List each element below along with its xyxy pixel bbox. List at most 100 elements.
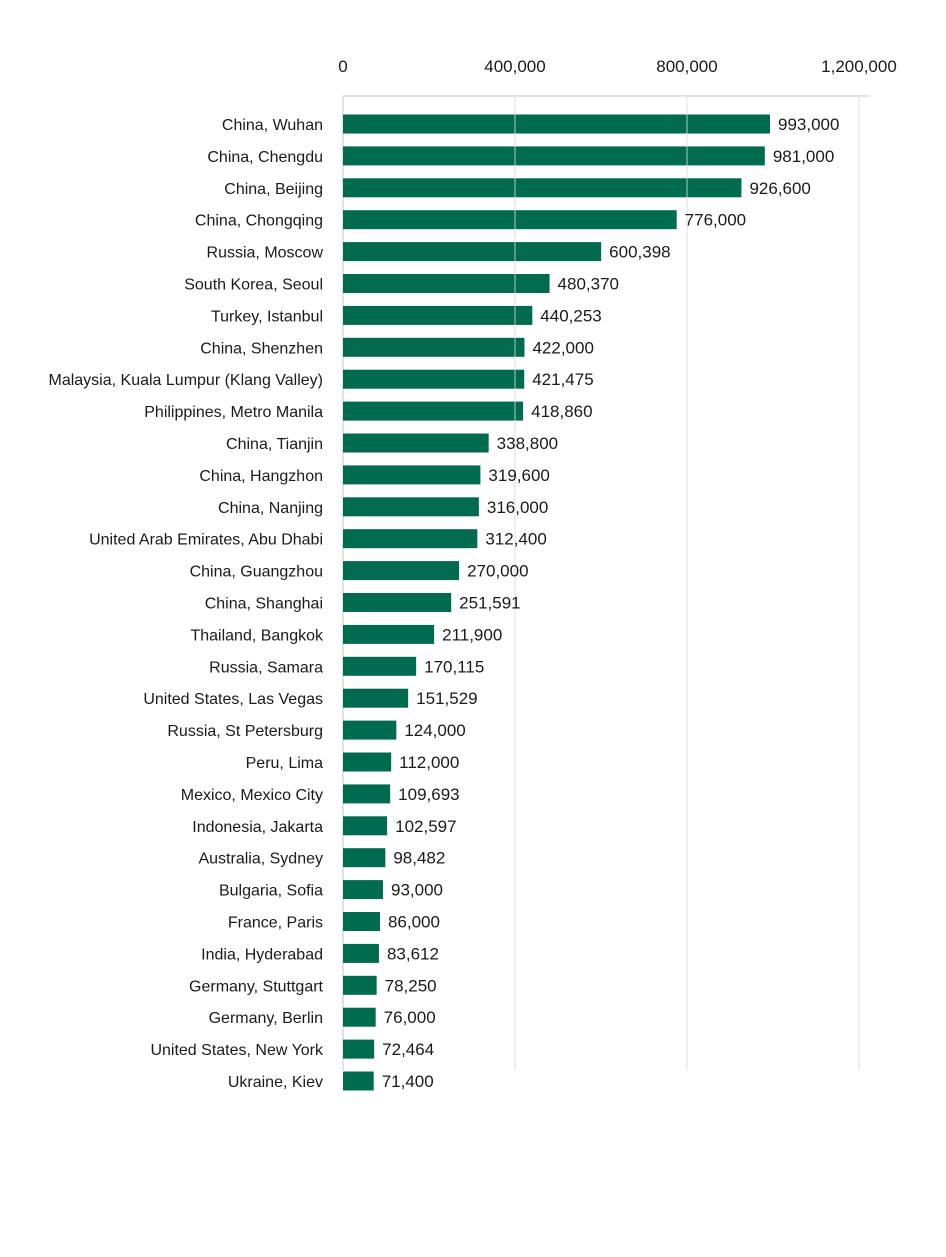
bar bbox=[343, 465, 481, 485]
category-label: China, Chengdu bbox=[207, 149, 323, 166]
category-label: China, Wuhan bbox=[222, 117, 323, 134]
data-label: 211,900 bbox=[442, 625, 502, 644]
data-label: 776,000 bbox=[685, 211, 746, 230]
data-label: 993,000 bbox=[778, 115, 839, 134]
bar bbox=[343, 848, 386, 868]
data-label: 102,597 bbox=[395, 817, 456, 836]
bar bbox=[343, 401, 524, 421]
category-label: China, Tianjin bbox=[226, 436, 323, 453]
bar bbox=[343, 337, 525, 357]
data-label: 83,612 bbox=[387, 944, 439, 963]
bars bbox=[343, 114, 770, 1091]
data-label: 981,000 bbox=[773, 147, 834, 166]
bar bbox=[343, 242, 602, 262]
data-label: 312,400 bbox=[485, 530, 546, 549]
x-tick-label: 400,000 bbox=[484, 57, 545, 76]
bar bbox=[343, 369, 525, 389]
bar bbox=[343, 688, 409, 708]
category-label: China, Nanjing bbox=[218, 500, 323, 517]
bar bbox=[343, 656, 417, 676]
category-label: Germany, Stuttgart bbox=[189, 978, 324, 995]
category-label: South Korea, Seoul bbox=[184, 277, 323, 294]
category-label: China, Shenzhen bbox=[200, 340, 323, 357]
category-label: Russia, Moscow bbox=[207, 245, 324, 262]
category-label: Peru, Lima bbox=[246, 755, 323, 772]
bar bbox=[343, 912, 380, 931]
data-label: 86,000 bbox=[388, 913, 440, 932]
category-label: United Arab Emirates, Abu Dhabi bbox=[89, 532, 323, 549]
data-label: 78,250 bbox=[385, 976, 437, 995]
data-label: 440,253 bbox=[540, 306, 601, 325]
category-label: China, Guangzhou bbox=[190, 564, 323, 581]
category-label: China, Shanghai bbox=[205, 596, 323, 613]
data-label: 251,591 bbox=[459, 594, 520, 613]
category-label: Philippines, Metro Manila bbox=[144, 404, 323, 421]
data-label: 600,398 bbox=[609, 243, 670, 262]
x-tick-label: 800,000 bbox=[656, 57, 717, 76]
bar bbox=[343, 146, 765, 166]
data-label: 93,000 bbox=[391, 881, 443, 900]
bar bbox=[343, 975, 377, 995]
x-axis-tick-labels: 0 400,000 800,000 1,200,000 bbox=[338, 57, 897, 76]
data-label: 151,529 bbox=[416, 689, 477, 708]
bar bbox=[343, 880, 383, 900]
bar bbox=[343, 752, 392, 772]
category-label: Thailand, Bangkok bbox=[190, 627, 324, 644]
data-label: 112,000 bbox=[399, 753, 459, 772]
data-label: 72,464 bbox=[382, 1040, 434, 1059]
bar bbox=[343, 593, 452, 612]
bar bbox=[343, 274, 550, 293]
bar bbox=[343, 210, 677, 230]
category-label: Mexico, Mexico City bbox=[181, 787, 323, 804]
bar bbox=[343, 1007, 376, 1027]
gridline-overlay bbox=[514, 96, 860, 1070]
bar bbox=[343, 784, 391, 804]
category-label: Australia, Sydney bbox=[198, 851, 323, 868]
x-tick-label: 1,200,000 bbox=[821, 57, 897, 76]
bar bbox=[343, 624, 435, 644]
bar bbox=[343, 816, 388, 836]
data-label: 270,000 bbox=[467, 562, 528, 581]
bar bbox=[343, 178, 742, 198]
data-label: 316,000 bbox=[487, 498, 548, 517]
data-label: 170,115 bbox=[424, 657, 484, 676]
category-label: United States, Las Vegas bbox=[143, 691, 323, 708]
data-label: 421,475 bbox=[532, 370, 593, 389]
category-label: China, Beijing bbox=[224, 181, 323, 198]
data-label: 109,693 bbox=[398, 785, 459, 804]
category-label: France, Paris bbox=[228, 915, 323, 932]
bar bbox=[343, 561, 460, 581]
data-label: 418,860 bbox=[531, 402, 592, 421]
category-label: China, Chongqing bbox=[195, 213, 323, 230]
data-label: 338,800 bbox=[497, 434, 558, 453]
category-label: Ukraine, Kiev bbox=[228, 1074, 323, 1091]
bar bbox=[343, 720, 397, 740]
bar bbox=[343, 114, 770, 134]
bar bbox=[343, 1039, 375, 1059]
category-label: Indonesia, Jakarta bbox=[192, 819, 323, 836]
category-label: Germany, Berlin bbox=[209, 1010, 323, 1027]
data-label: 926,600 bbox=[749, 179, 810, 198]
data-label: 422,000 bbox=[532, 338, 593, 357]
bar bbox=[343, 943, 379, 963]
category-label: Russia, St Petersburg bbox=[167, 723, 323, 740]
category-label: China, Hangzhon bbox=[199, 468, 323, 485]
bar bbox=[343, 497, 479, 517]
category-label: India, Hyderabad bbox=[201, 946, 323, 963]
category-labels: China, Wuhan China, Chengdu China, Beijing… bbox=[49, 117, 325, 1091]
x-tick-label: 0 bbox=[338, 57, 347, 76]
category-label: Turkey, Istanbul bbox=[211, 308, 323, 325]
category-label: Bulgaria, Sofia bbox=[219, 883, 323, 900]
data-label: 98,482 bbox=[393, 849, 445, 868]
category-label: Russia, Samara bbox=[209, 659, 323, 676]
category-label: United States, New York bbox=[150, 1042, 324, 1059]
bar bbox=[343, 1071, 374, 1091]
data-label: 124,000 bbox=[404, 721, 465, 740]
bar bbox=[343, 433, 489, 453]
data-label: 76,000 bbox=[384, 1008, 436, 1027]
bar bbox=[343, 305, 533, 325]
data-label: 319,600 bbox=[488, 466, 549, 485]
data-label: 480,370 bbox=[558, 275, 619, 294]
